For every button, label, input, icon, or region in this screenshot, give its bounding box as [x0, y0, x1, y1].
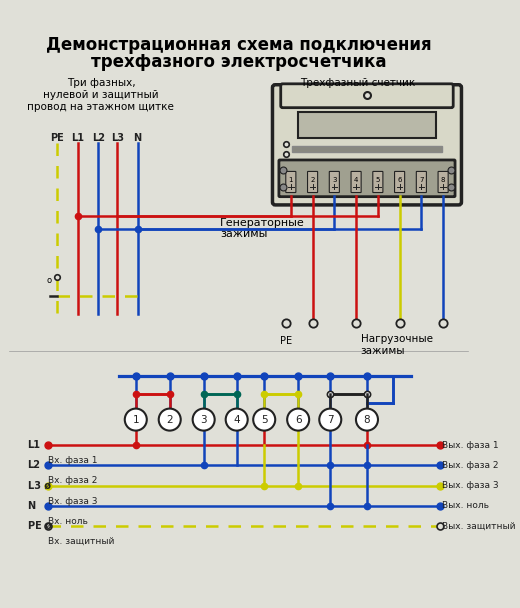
FancyBboxPatch shape [438, 171, 448, 193]
Text: Генераторные: Генераторные [220, 218, 305, 228]
Text: Вх. фаза 2: Вх. фаза 2 [48, 477, 97, 485]
Text: 2: 2 [166, 415, 173, 424]
FancyBboxPatch shape [329, 171, 340, 193]
Text: Вх. защитный: Вх. защитный [48, 537, 114, 546]
FancyBboxPatch shape [281, 84, 453, 108]
Text: 4: 4 [354, 178, 358, 184]
FancyBboxPatch shape [373, 171, 383, 193]
Text: 3: 3 [332, 178, 336, 184]
Text: 6: 6 [295, 415, 302, 424]
Text: Вых. фаза 2: Вых. фаза 2 [442, 461, 499, 470]
FancyBboxPatch shape [286, 171, 296, 193]
Circle shape [159, 409, 181, 430]
Text: Вх. фаза 3: Вх. фаза 3 [48, 497, 97, 506]
Text: 6: 6 [397, 178, 402, 184]
Text: 5: 5 [261, 415, 267, 424]
Text: 7: 7 [327, 415, 334, 424]
Text: N: N [134, 133, 141, 143]
Text: Нагрузочные
зажимы: Нагрузочные зажимы [361, 334, 433, 356]
FancyBboxPatch shape [395, 171, 405, 193]
FancyBboxPatch shape [279, 160, 455, 196]
Text: зажимы: зажимы [220, 229, 268, 239]
Text: Трехфазный счетчик: Трехфазный счетчик [300, 78, 415, 88]
Text: Вых. защитный: Вых. защитный [442, 522, 516, 531]
Circle shape [192, 409, 215, 430]
Text: 8: 8 [363, 415, 370, 424]
Text: трехфазного электросчетчика: трехфазного электросчетчика [91, 53, 386, 71]
FancyBboxPatch shape [307, 171, 318, 193]
Bar [292, 146, 442, 152]
FancyBboxPatch shape [417, 171, 426, 193]
Circle shape [356, 409, 378, 430]
Text: PE: PE [280, 336, 292, 346]
Text: L1: L1 [71, 133, 84, 143]
Text: 1: 1 [133, 415, 139, 424]
Circle shape [125, 409, 147, 430]
Text: Вх. фаза 1: Вх. фаза 1 [48, 456, 97, 465]
Text: L2: L2 [28, 460, 41, 471]
Text: Вых. фаза 1: Вых. фаза 1 [442, 441, 499, 450]
Text: Вх. ноль: Вх. ноль [48, 517, 87, 526]
Text: N: N [28, 501, 36, 511]
Text: L2: L2 [92, 133, 105, 143]
Text: Три фазных,
нулевой и защитный
провод на этажном щитке: Три фазных, нулевой и защитный провод на… [28, 78, 174, 111]
Text: 8: 8 [441, 178, 445, 184]
Text: 2: 2 [310, 178, 315, 184]
Text: 4: 4 [233, 415, 240, 424]
Text: Вых. фаза 3: Вых. фаза 3 [442, 481, 499, 490]
Circle shape [287, 409, 309, 430]
Bar [298, 112, 436, 138]
Text: o: o [47, 275, 52, 285]
Text: PE: PE [50, 133, 64, 143]
Text: 1: 1 [289, 178, 293, 184]
Circle shape [226, 409, 248, 430]
Circle shape [253, 409, 275, 430]
Text: L3 ø: L3 ø [28, 481, 50, 491]
FancyBboxPatch shape [351, 171, 361, 193]
Text: L1: L1 [28, 440, 41, 451]
Circle shape [319, 409, 341, 430]
Text: 5: 5 [375, 178, 380, 184]
Text: 7: 7 [419, 178, 424, 184]
Text: L3: L3 [111, 133, 124, 143]
FancyBboxPatch shape [272, 85, 461, 205]
Text: 3: 3 [200, 415, 207, 424]
Text: PE ø: PE ø [28, 521, 51, 531]
Text: Демонстрационная схема подключения: Демонстрационная схема подключения [46, 36, 432, 54]
Text: Вых. ноль: Вых. ноль [442, 502, 489, 510]
